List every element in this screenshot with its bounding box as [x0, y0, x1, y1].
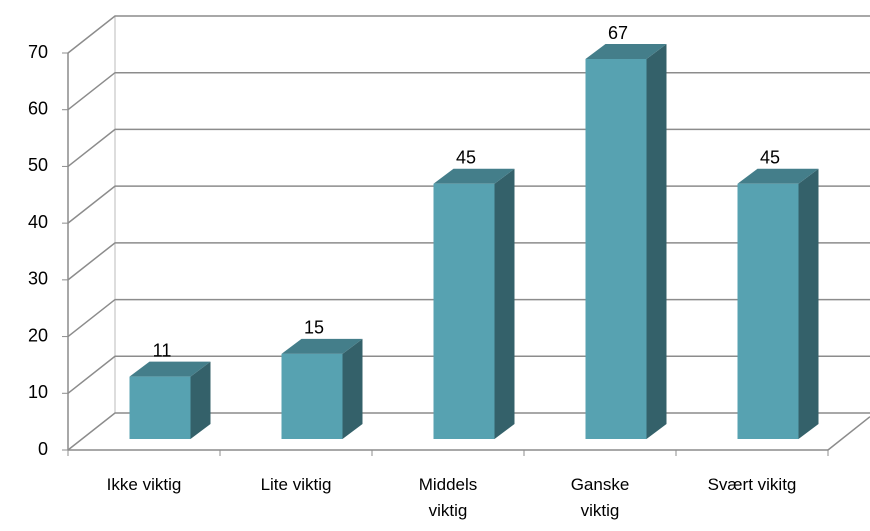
- bar: [129, 361, 211, 439]
- data-label: 67: [608, 23, 628, 43]
- x-tick-label: Svært vikitg: [707, 475, 797, 494]
- y-tick-label: 30: [28, 269, 48, 289]
- bar-top: [737, 168, 819, 184]
- data-label: 45: [760, 148, 780, 168]
- bar: [585, 44, 667, 440]
- bar-front: [129, 376, 191, 439]
- bar-front: [281, 353, 343, 439]
- x-tick-label: Lite viktig: [260, 475, 332, 494]
- bar-front: [737, 183, 799, 439]
- bar-side: [798, 168, 819, 440]
- x-tick-label: Ikke viktig: [106, 475, 182, 494]
- bar-side: [646, 44, 667, 440]
- y-tick-label: 10: [28, 382, 48, 402]
- bar-top: [433, 168, 515, 184]
- bar-side: [190, 361, 211, 439]
- bar-top: [585, 44, 667, 60]
- floor-right: [827, 416, 870, 451]
- bar: [737, 168, 819, 440]
- bar-front: [433, 183, 495, 439]
- y-tick-label: 20: [28, 325, 48, 345]
- data-label: 11: [153, 340, 172, 360]
- bar-top: [129, 361, 211, 377]
- bar-side: [494, 168, 515, 440]
- y-tick-label: 70: [28, 42, 48, 62]
- y-tick-label: 40: [28, 212, 48, 232]
- data-label: 15: [304, 318, 324, 338]
- bar: [433, 168, 515, 440]
- y-tick-label: 50: [28, 155, 48, 175]
- bar-side: [342, 338, 363, 439]
- x-tick-label: Ganske viktig: [570, 475, 630, 520]
- x-tick-label: Middels viktig: [418, 475, 478, 520]
- y-tick-label: 60: [28, 98, 48, 118]
- grid-line: [67, 71, 870, 111]
- bar-top: [281, 338, 363, 354]
- bar-front: [585, 59, 647, 440]
- bar: [281, 338, 363, 439]
- y-tick-label: 0: [38, 439, 48, 459]
- grid-line: [67, 15, 870, 54]
- data-label: 45: [456, 148, 476, 168]
